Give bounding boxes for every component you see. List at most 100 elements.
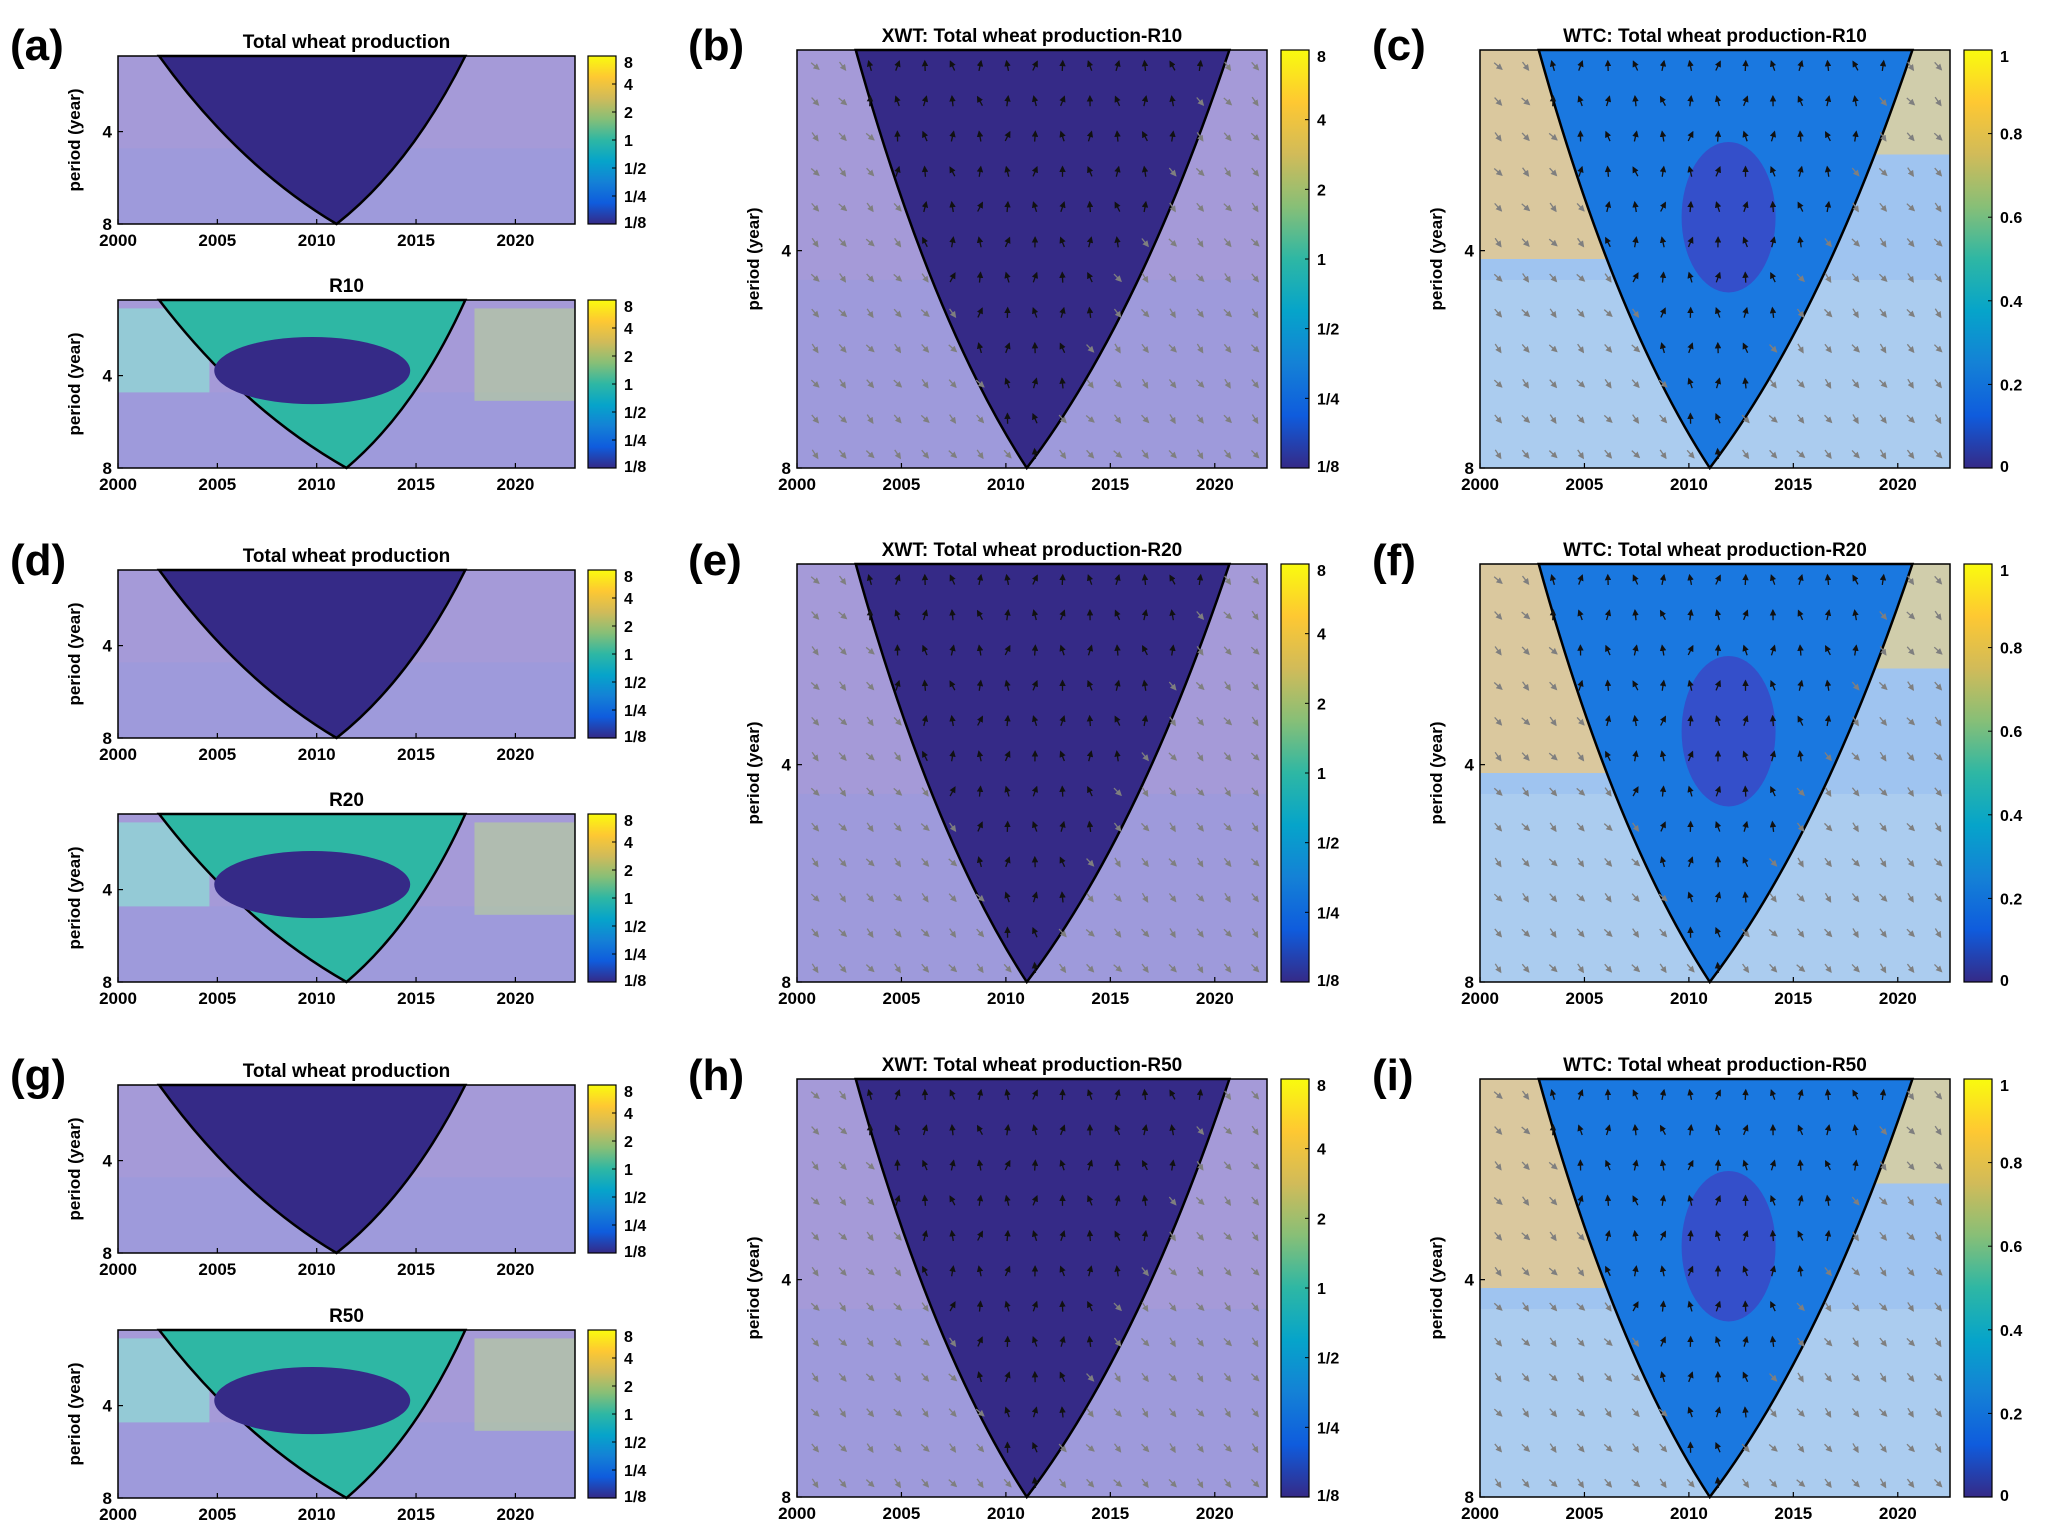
phase-arrow [949,1195,956,1206]
phase-arrow [893,822,902,832]
phase-arrow [1031,166,1038,177]
phase-arrow [1494,1126,1503,1135]
phase-arrow [1714,130,1722,142]
phase-arrow [1604,1229,1612,1242]
phase-arrow [1769,714,1777,727]
phase-arrow [1577,1089,1584,1100]
phase-arrow [1004,1265,1011,1277]
colorbar [587,1329,617,1499]
colorbar-tick-label: 1/8 [624,215,646,232]
y-tick-label: 4 [782,756,792,775]
phase-arrow [1195,787,1205,797]
phase-arrow [1251,273,1260,283]
colorbar-tick-label: 4 [624,321,633,338]
phase-arrow [1796,893,1805,902]
colorbar-tick-label: 1/4 [624,433,646,450]
phase-arrow [1851,379,1860,389]
phase-arrow [894,165,901,177]
phase-arrow [1659,95,1666,106]
x-tick-label: 2010 [298,231,336,250]
phase-arrow [894,963,902,974]
phase-arrow [1576,379,1586,388]
phase-arrow [1493,168,1503,176]
phase-arrow [1769,820,1777,832]
phase-arrow [839,273,847,283]
colorbar [1280,1078,1310,1498]
phase-arrow [976,130,984,142]
phase-arrow [839,1302,847,1312]
plot-frame [117,55,576,225]
phase-arrow [1852,574,1859,585]
phase-arrow [866,1443,874,1453]
phase-arrow [1576,716,1585,726]
phase-arrow [811,1266,819,1277]
phase-arrow [866,716,874,727]
phase-arrow [1906,1126,1916,1135]
phase-arrow [1769,750,1777,762]
phase-arrow [976,414,985,424]
phase-arrow [1851,273,1860,283]
y-tick-label: 4 [103,123,113,142]
phase-arrow [1548,964,1558,973]
phase-arrow [1851,167,1860,177]
phase-arrow [838,823,848,832]
phase-arrow [1169,716,1176,727]
phase-arrow [1251,964,1260,973]
phase-arrow [1797,343,1804,354]
phase-arrow [1714,891,1722,903]
phase-arrow [1223,414,1232,424]
colorbar-tick-label: 1/4 [624,1218,646,1235]
phase-arrow [1031,377,1039,389]
chart-title: WTC: Total wheat production-R50 [1563,1055,1867,1076]
y-tick-label: 4 [103,881,113,900]
phase-arrow [811,751,819,762]
phase-arrow [976,750,984,762]
colorbar-tick-label: 4 [1317,1142,1326,1159]
colorbar-tick-label: 1 [2000,1078,2009,1095]
colorbar-tick-label: 2 [624,863,633,880]
phase-arrow [1851,858,1860,867]
phase-arrow [1824,857,1832,868]
phase-arrow [1059,856,1066,867]
phase-arrow [1169,574,1176,585]
x-tick-label: 2010 [987,989,1025,1008]
x-tick-label: 2000 [99,745,137,764]
phase-arrow [1141,573,1149,586]
phase-arrow [976,1088,984,1101]
phase-arrow [1548,238,1558,247]
x-tick-label: 2010 [298,1505,336,1524]
phase-arrow [1168,379,1177,389]
colorbar-tick-label: 4 [1317,627,1326,644]
x-tick-label: 2010 [298,1260,336,1279]
phase-arrow [1603,309,1613,318]
phase-arrow [1824,963,1832,974]
colorbar [587,1084,617,1254]
y-tick-label: 8 [782,459,791,478]
phase-arrow [1604,609,1612,621]
phase-arrow [1114,679,1121,691]
phase-arrow [1168,893,1177,903]
phase-arrow [921,1478,930,1488]
phase-arrow [949,272,956,283]
phase-arrow [839,892,847,903]
phase-arrow [1168,1196,1177,1206]
phase-arrow [1113,414,1122,424]
phase-arrow [975,893,985,902]
phase-arrow [1742,1300,1749,1312]
colorbar-tick-label: 8 [624,1329,633,1346]
phase-arrow [1824,892,1832,903]
phase-arrow [1494,928,1503,938]
phase-arrow [921,165,929,177]
phase-arrow [1907,787,1914,797]
phase-arrow [1059,449,1067,460]
phase-arrow [1114,236,1121,248]
phase-arrow [1195,167,1205,177]
x-tick-label: 2000 [99,989,137,1008]
phase-arrow [865,1373,875,1382]
phase-arrow [1031,680,1038,691]
phase-arrow [865,1267,875,1276]
phase-arrow [1521,611,1531,620]
phase-arrow [1824,59,1832,72]
phase-arrow [1879,573,1887,586]
